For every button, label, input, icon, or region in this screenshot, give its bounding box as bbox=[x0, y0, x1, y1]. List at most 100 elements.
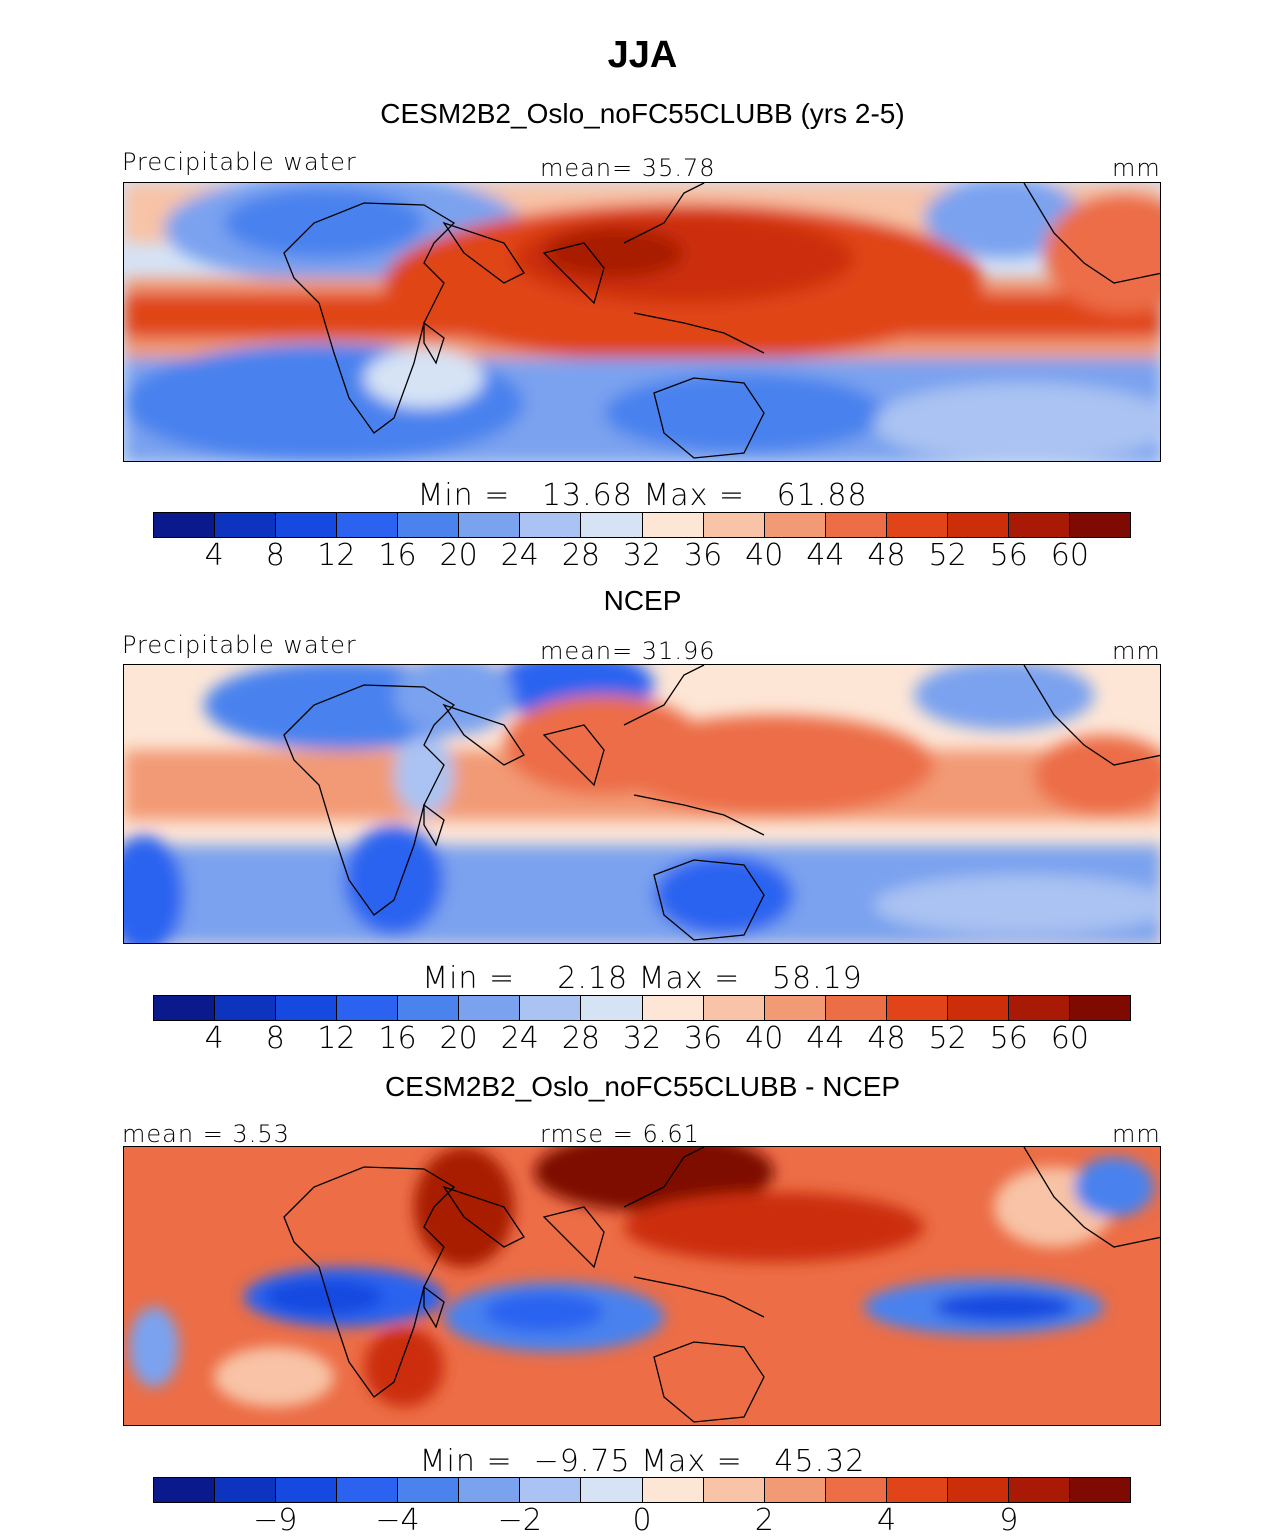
panel-1-colorbar bbox=[153, 512, 1131, 538]
maritime-continent-outline bbox=[633, 312, 765, 354]
australia-outline bbox=[653, 859, 765, 941]
colorbar-segment bbox=[276, 996, 338, 1020]
panel-3-map bbox=[123, 1146, 1161, 1426]
colorbar-segment bbox=[703, 996, 765, 1020]
madagascar-outline bbox=[423, 1285, 445, 1329]
map-region bbox=[129, 1307, 179, 1387]
main-title: JJA bbox=[607, 34, 678, 76]
colorbar-tick-label: −4 bbox=[375, 1503, 420, 1538]
panel-2-colorbar-ticks: 4 8 12 16 20 24 28 32 36 40 44 48 52 56 60 bbox=[0, 1021, 1285, 1057]
colorbar-segment bbox=[1008, 513, 1070, 537]
colorbar-tick-label: 9 bbox=[999, 1503, 1019, 1538]
colorbar-segment bbox=[520, 1478, 582, 1502]
panel-1-minmax: Min = 13.68 Max = 61.88 bbox=[417, 478, 868, 513]
colorbar-tick-label: 8 bbox=[265, 538, 285, 573]
colorbar-segment bbox=[825, 1478, 887, 1502]
colorbar-tick-label: 2 bbox=[754, 1503, 774, 1538]
panel-3-rmse-label: rmse = 6.61 bbox=[540, 1120, 700, 1148]
colorbar-segment bbox=[947, 996, 1009, 1020]
colorbar-tick-label: 32 bbox=[622, 538, 662, 573]
colorbar-segment bbox=[764, 996, 826, 1020]
panel-1-title: CESM2B2_Oslo_noFC55CLUBB (yrs 2-5) bbox=[380, 98, 905, 129]
colorbar-segment bbox=[398, 513, 460, 537]
colorbar-segment bbox=[642, 513, 704, 537]
map-region bbox=[224, 188, 424, 258]
panel-3-colorbar-ticks: −9 −4 −2 0 2 4 9 bbox=[0, 1503, 1285, 1539]
map-region bbox=[484, 1292, 604, 1332]
panel-3-map-canvas bbox=[124, 1147, 1160, 1425]
map-region bbox=[914, 665, 1094, 730]
colorbar-tick-label: 56 bbox=[989, 538, 1028, 573]
colorbar-tick-label: 44 bbox=[806, 538, 845, 573]
colorbar-segment bbox=[520, 513, 582, 537]
colorbar-tick-label: 32 bbox=[622, 1021, 662, 1056]
map-region bbox=[624, 1192, 924, 1262]
panel-1-colorbar-ticks: 4 8 12 16 20 24 28 32 36 40 44 48 52 56 60 bbox=[0, 538, 1285, 574]
colorbar-segment bbox=[337, 513, 399, 537]
colorbar-tick-label: −9 bbox=[253, 1503, 298, 1538]
panel-2-units-label: mm bbox=[1112, 637, 1161, 665]
colorbar-tick-label: 4 bbox=[876, 1503, 897, 1538]
map-region bbox=[414, 1147, 514, 1267]
colorbar-segment bbox=[1069, 513, 1130, 537]
madagascar-outline bbox=[423, 803, 445, 847]
colorbar-tick-label: 20 bbox=[439, 538, 478, 573]
map-region bbox=[394, 735, 454, 815]
map-region bbox=[124, 835, 184, 943]
americas-outline bbox=[1023, 665, 1160, 766]
colorbar-tick-label: 36 bbox=[684, 1021, 723, 1056]
colorbar-segment bbox=[764, 1478, 826, 1502]
colorbar-tick-label: 60 bbox=[1050, 1021, 1089, 1056]
colorbar-segment bbox=[154, 996, 216, 1020]
panel-2-map bbox=[123, 664, 1161, 944]
panel-2-colorbar bbox=[153, 995, 1131, 1021]
panel-1-mean-label: mean= 35.78 bbox=[540, 154, 716, 182]
colorbar-tick-label: 40 bbox=[745, 1021, 784, 1056]
colorbar-tick-label: 12 bbox=[317, 538, 356, 573]
colorbar-segment bbox=[459, 1478, 521, 1502]
map-region bbox=[924, 183, 1084, 258]
colorbar-tick-label: 48 bbox=[867, 1021, 906, 1056]
colorbar-tick-label: 56 bbox=[989, 1021, 1028, 1056]
asia-coast-outline bbox=[623, 665, 705, 726]
colorbar-segment bbox=[703, 513, 765, 537]
map-region bbox=[1074, 1157, 1154, 1217]
colorbar-segment bbox=[947, 513, 1009, 537]
colorbar-tick-label: 28 bbox=[561, 1021, 600, 1056]
colorbar-tick-label: 8 bbox=[265, 1021, 285, 1056]
map-region bbox=[654, 855, 794, 935]
colorbar-segment bbox=[947, 1478, 1009, 1502]
colorbar-tick-label: 16 bbox=[378, 1021, 417, 1056]
colorbar-tick-label: 52 bbox=[928, 538, 967, 573]
panel-1-units-label: mm bbox=[1112, 154, 1161, 182]
colorbar-segment bbox=[459, 513, 521, 537]
colorbar-segment bbox=[703, 1478, 765, 1502]
arabia-outline bbox=[442, 703, 525, 766]
colorbar-segment bbox=[215, 1478, 277, 1502]
australia-outline bbox=[653, 1341, 765, 1423]
maritime-continent-outline bbox=[633, 794, 765, 836]
colorbar-segment bbox=[276, 513, 338, 537]
map-region bbox=[874, 383, 1160, 461]
colorbar-tick-label: 4 bbox=[204, 1021, 224, 1056]
colorbar-segment bbox=[520, 996, 582, 1020]
india-outline bbox=[542, 242, 605, 305]
india-outline bbox=[542, 1206, 605, 1269]
panel-3-mean-label: mean = 3.53 bbox=[122, 1120, 290, 1148]
panel-3-minmax: Min = −9.75 Max = 45.32 bbox=[419, 1444, 866, 1479]
map-region bbox=[604, 373, 884, 453]
colorbar-tick-label: 60 bbox=[1050, 538, 1089, 573]
panel-2-map-canvas bbox=[124, 665, 1160, 943]
panel-2-title: NCEP bbox=[603, 585, 682, 616]
colorbar-segment bbox=[581, 996, 643, 1020]
map-region bbox=[1034, 735, 1160, 815]
colorbar-segment bbox=[1008, 1478, 1070, 1502]
colorbar-segment bbox=[459, 996, 521, 1020]
colorbar-segment bbox=[215, 513, 277, 537]
colorbar-tick-label: 4 bbox=[204, 538, 224, 573]
map-region bbox=[394, 665, 514, 735]
australia-outline bbox=[653, 377, 765, 459]
madagascar-outline bbox=[423, 321, 445, 365]
colorbar-tick-label: 0 bbox=[632, 1503, 652, 1538]
map-region bbox=[614, 715, 934, 815]
